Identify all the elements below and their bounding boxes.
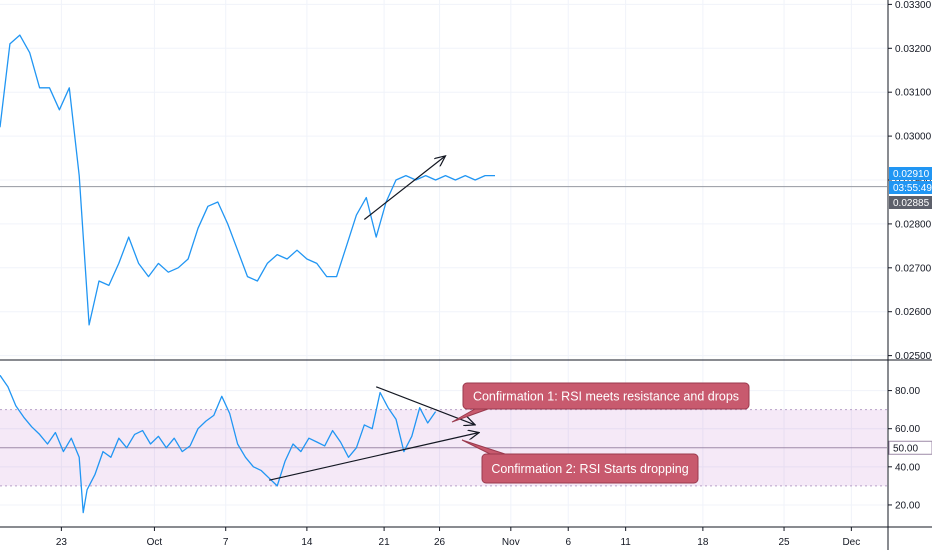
callout-text: Confirmation 2: RSI Starts dropping: [491, 462, 688, 476]
current-price-label: 0.02910: [893, 169, 930, 180]
rsi-y-tick-label: 80.00: [895, 386, 920, 397]
x-tick-label: 7: [223, 537, 229, 548]
price-y-tick-label: 0.02800: [895, 219, 932, 230]
callout-1: Confirmation 1: RSI meets resistance and…: [451, 382, 750, 423]
x-tick-label: 14: [301, 537, 313, 548]
grid-lines: [0, 0, 887, 524]
rsi-support-arrow: [269, 433, 479, 481]
x-tick-label: 21: [379, 537, 391, 548]
countdown-label: 03:55:49: [893, 183, 932, 194]
x-tick-label: 11: [620, 537, 631, 548]
x-tick-label: Dec: [842, 537, 860, 548]
series-layer: [0, 34, 495, 514]
x-tick-label: 26: [434, 537, 446, 548]
price-series-line: [0, 34, 495, 326]
price-labels: 0.02910 03:55:49 0.02885 50.00: [888, 167, 932, 455]
price-y-tick-label: 0.02700: [895, 263, 932, 274]
price-y-tick-label: 0.02500: [895, 351, 932, 362]
x-tick-label: 6: [565, 537, 571, 548]
x-tick-label: Oct: [147, 537, 163, 548]
price-y-tick-label: 0.03200: [895, 44, 932, 55]
x-tick-label: Nov: [502, 537, 520, 548]
price-y-tick-label: 0.03100: [895, 88, 932, 99]
current-price-tag: [889, 167, 932, 180]
x-tick-label: 25: [778, 537, 790, 548]
price-trend-arrow: [363, 156, 445, 220]
rsi-y-tick-label: 20.00: [895, 500, 920, 511]
price-y-tick-label: 0.03000: [895, 132, 932, 143]
x-tick-label: 18: [697, 537, 709, 548]
callout-2: Confirmation 2: RSI Starts dropping: [461, 439, 699, 484]
rsi-y-tick-label: 40.00: [895, 462, 920, 473]
rsi-midline-label: 50.00: [893, 443, 918, 454]
callout-text: Confirmation 1: RSI meets resistance and…: [473, 390, 739, 404]
x-tick-label: 23: [56, 537, 68, 548]
annotation-layer: Confirmation 1: RSI meets resistance and…: [269, 156, 750, 484]
countdown-tag: [889, 181, 932, 194]
price-line-label: 0.02885: [893, 198, 930, 209]
rsi-y-tick-label: 60.00: [895, 424, 920, 435]
callout-box: [481, 453, 699, 484]
price-line-tag: [889, 196, 932, 209]
rsi-series-line: [0, 374, 437, 514]
price-y-tick-label: 0.02600: [895, 307, 932, 318]
callout-box: [462, 382, 750, 410]
rsi-midline-tag: [888, 440, 932, 455]
price-y-tick-label: 0.03300: [895, 0, 932, 11]
rsi-band: [0, 409, 887, 487]
